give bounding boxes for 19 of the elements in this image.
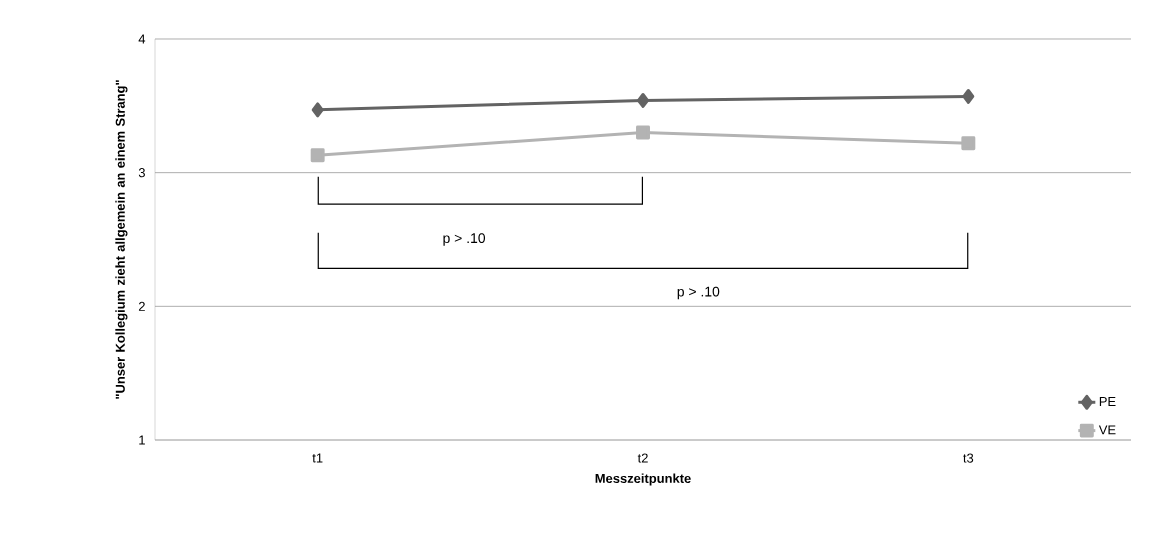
y-tick-label: 3	[138, 168, 145, 178]
point	[962, 89, 975, 104]
x-tick-label: t2	[637, 453, 648, 463]
point	[961, 136, 976, 151]
point	[311, 102, 324, 118]
x-tick-label: t3	[963, 453, 974, 463]
point	[310, 148, 325, 163]
legend-label: VE	[1098, 425, 1116, 435]
x-axis-title: Messzeitpunkte	[595, 473, 691, 486]
point	[637, 93, 649, 108]
y-tick-label: 4	[138, 34, 146, 44]
y-tick-label: 2	[138, 301, 145, 311]
x-tick-label: t1	[312, 453, 323, 463]
y-axis-title: "Unser Kollegium zieht allgemein an einem Strang"	[115, 80, 128, 399]
point	[636, 125, 650, 140]
annotation: p > .10	[443, 233, 486, 246]
y-tick-label: 1	[139, 435, 145, 445]
legend-label: PE	[1099, 397, 1116, 406]
annotation: p > .10	[677, 286, 720, 300]
